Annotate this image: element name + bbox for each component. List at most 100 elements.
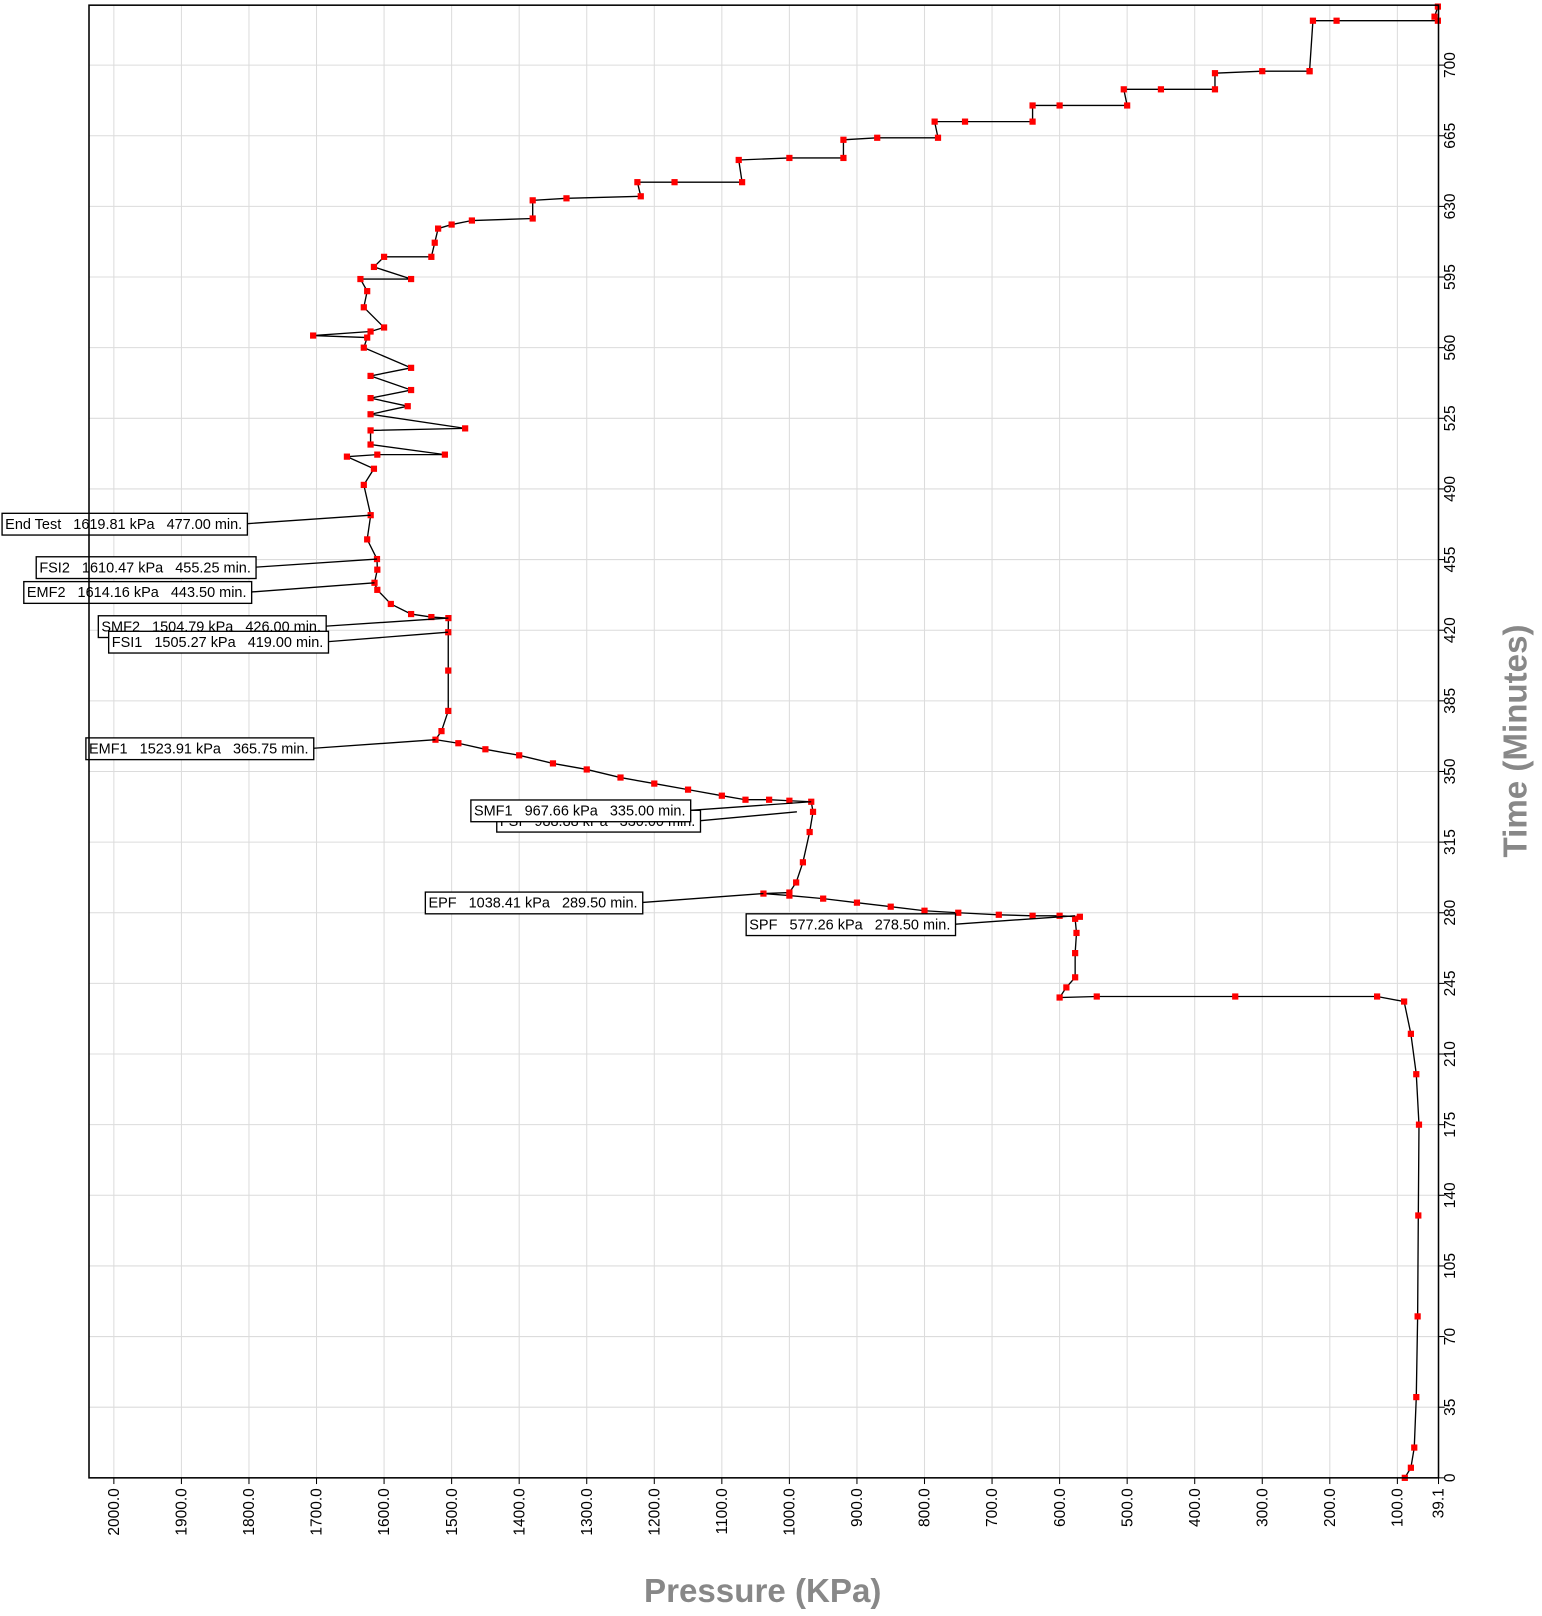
annotation: FSI1 1505.27 kPa 419.00 min. <box>107 630 449 654</box>
data-point <box>651 780 658 787</box>
annotation-box <box>35 556 257 580</box>
annotation: EMF1 1523.91 kPa 365.75 min. <box>85 737 436 761</box>
y-tick-label: 245 <box>1442 970 1459 996</box>
data-point <box>1431 13 1438 20</box>
data-point <box>445 667 452 674</box>
data-point <box>364 288 371 295</box>
data-point <box>404 403 411 410</box>
y-tick-label: 665 <box>1442 123 1459 149</box>
data-point <box>1413 1394 1420 1401</box>
y-tick-label: 105 <box>1442 1253 1459 1279</box>
data-point <box>360 304 367 311</box>
data-point <box>374 566 381 573</box>
data-point <box>1073 929 1080 937</box>
data-point <box>468 217 475 224</box>
x-axis-title: Pressure (KPa) <box>644 1573 881 1610</box>
data-point <box>360 344 367 351</box>
data-point <box>367 512 374 519</box>
y-tick-label: 350 <box>1442 758 1459 784</box>
y-tick-label: 70 <box>1442 1328 1459 1346</box>
x-tick-label: 100.0 <box>1390 1488 1407 1527</box>
data-point <box>1309 17 1317 24</box>
data-point <box>786 797 793 804</box>
data-point <box>1415 1121 1423 1128</box>
x-tick-label: 1900.0 <box>174 1488 191 1536</box>
annotation-leader <box>700 811 797 822</box>
data-point <box>820 895 827 902</box>
x-tick-label: 1000.0 <box>782 1488 799 1536</box>
data-point <box>1120 86 1127 93</box>
annotation-leader <box>690 801 812 811</box>
data-point <box>367 411 374 418</box>
data-point <box>380 253 388 260</box>
data-point <box>1157 86 1165 93</box>
annotation-leader <box>256 558 378 568</box>
data-point <box>482 746 489 753</box>
data-point <box>995 911 1002 918</box>
data-point <box>921 907 928 914</box>
y-tick-label: 490 <box>1442 476 1459 502</box>
data-point <box>684 786 692 793</box>
plot-frame <box>88 4 1440 1479</box>
data-point <box>1415 1212 1422 1219</box>
data-point <box>840 136 847 143</box>
data-point <box>1029 912 1036 919</box>
y-tick-label: 455 <box>1442 547 1459 573</box>
data-point <box>1056 102 1063 109</box>
y-tick-label: 35 <box>1442 1399 1459 1416</box>
data-point <box>441 451 448 458</box>
y-tick-label: 315 <box>1442 829 1459 855</box>
data-point <box>1333 17 1340 24</box>
x-tick-label: 39.1 <box>1431 1488 1448 1518</box>
annotation-box <box>23 580 253 605</box>
data-point <box>563 195 570 202</box>
data-point <box>428 613 435 621</box>
annotation-leader <box>247 514 371 525</box>
annotation: SPF 577.26 kPa 278.50 min. <box>745 913 1076 937</box>
x-tick-label: 1100.0 <box>714 1488 731 1535</box>
data-point <box>853 899 861 906</box>
annotation-text: End Test 1619.81 kPa 477.00 min. <box>5 517 242 533</box>
y-axis-title: Time (Minutes) <box>1497 624 1534 857</box>
y-tick-label: 280 <box>1442 899 1459 925</box>
data-point <box>1259 68 1266 75</box>
data-point <box>840 154 847 162</box>
data-point <box>374 586 381 593</box>
y-tick-label: 0 <box>1442 1473 1459 1482</box>
x-tick-label: 400.0 <box>1187 1488 1204 1527</box>
data-point <box>1056 912 1063 919</box>
x-tick-label: 500.0 <box>1119 1488 1136 1527</box>
data-point <box>1211 70 1219 77</box>
x-tick-label: 300.0 <box>1254 1488 1271 1527</box>
data-point <box>370 465 378 472</box>
data-point <box>374 451 381 458</box>
annotation: End Test 1619.81 kPa 477.00 min. <box>1 512 371 536</box>
y-tick-label: 595 <box>1442 264 1459 290</box>
annotation: SMF1 967.66 kPa 335.00 min. <box>470 799 812 823</box>
data-point <box>367 372 374 380</box>
data-point <box>435 225 442 232</box>
data-point <box>1414 1313 1421 1320</box>
annotation-leader <box>313 739 436 749</box>
annotation: EMF2 1614.16 kPa 443.50 min. <box>23 580 375 605</box>
annotation-leader <box>251 582 375 593</box>
data-point <box>367 441 374 448</box>
data-point <box>799 859 807 866</box>
data-point <box>671 179 678 186</box>
annotation-text: EMF1 1523.91 kPa 365.75 min. <box>89 741 309 757</box>
annotation-leader <box>955 915 1076 925</box>
x-tick-label: 200.0 <box>1322 1488 1339 1527</box>
data-point <box>516 752 523 759</box>
data-point <box>360 481 367 489</box>
data-point <box>549 760 557 767</box>
y-tick-label: 175 <box>1442 1112 1459 1138</box>
annotation-leader <box>326 617 449 627</box>
data-point <box>1124 102 1131 109</box>
data-point <box>364 334 371 341</box>
y-tick-label: 420 <box>1442 617 1459 643</box>
x-tick-label: 600.0 <box>1052 1488 1069 1527</box>
annotation: FSI2 1610.47 kPa 455.25 min. <box>35 556 378 580</box>
data-point <box>766 796 773 803</box>
data-point <box>367 427 374 434</box>
data-point <box>887 903 894 910</box>
